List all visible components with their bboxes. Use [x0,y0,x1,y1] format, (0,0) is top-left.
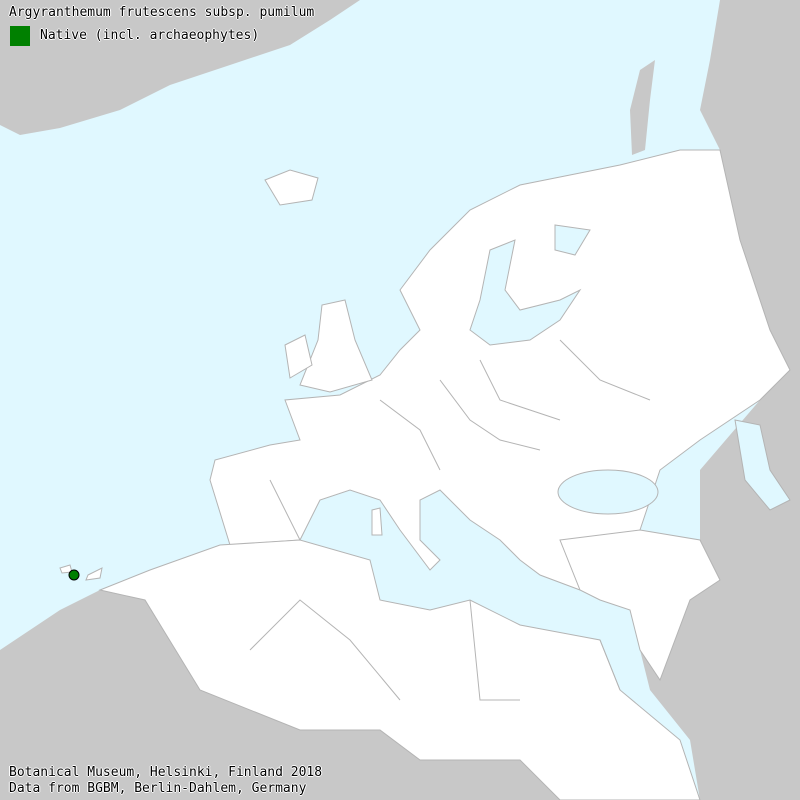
credit-line-1: Botanical Museum, Helsinki, Finland 2018 [9,765,323,780]
iceland [264,169,319,206]
greenland [0,0,360,135]
caspian-sea [734,419,791,511]
country-borders [249,339,651,701]
sardinia [371,507,383,536]
baltic-sea [469,239,582,346]
novaya-zemlya [630,60,655,155]
map-title: Argyranthemum frutescens subsp. pumilum [9,5,315,20]
asia [640,0,800,800]
gulf-of-bothnia [554,224,591,256]
inland-seas [469,224,791,515]
middle-east [559,529,721,682]
credit-line-2: Data from BGBM, Berlin-Dahlem, Germany [9,781,307,796]
legend-swatch-native [10,26,30,46]
occurrence-marker [68,569,80,581]
black-sea [557,469,659,515]
great-britain [299,299,373,393]
africa-south [0,590,560,800]
legend-label-native: Native (incl. archaeophytes) [40,28,260,43]
ireland [284,334,313,379]
